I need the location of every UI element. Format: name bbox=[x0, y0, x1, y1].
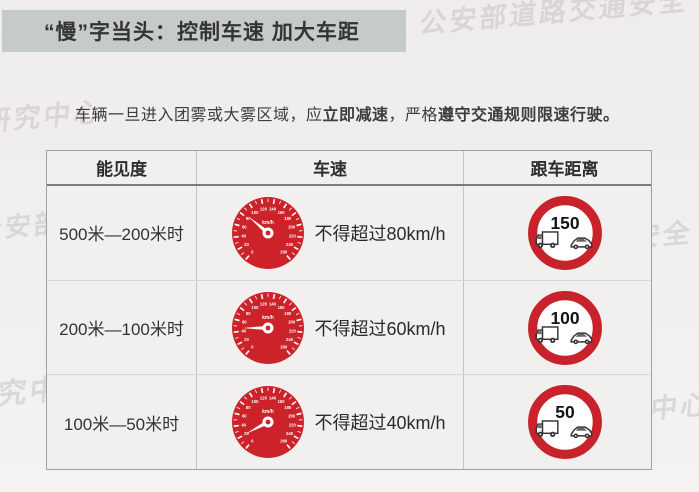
table-row: 200米—100米时 0 20 40 60 80 100 120 140 160 180 200 22… bbox=[47, 279, 651, 375]
svg-text:100: 100 bbox=[252, 304, 260, 309]
svg-text:160: 160 bbox=[278, 304, 286, 309]
svg-text:80: 80 bbox=[246, 311, 251, 316]
svg-text:200: 200 bbox=[289, 413, 297, 418]
svg-text:220: 220 bbox=[289, 233, 297, 238]
intro-segment: ，严格 bbox=[388, 107, 439, 124]
svg-text:120: 120 bbox=[260, 206, 268, 211]
svg-text:60: 60 bbox=[242, 413, 247, 418]
speedometer-unit: km/h bbox=[263, 315, 275, 321]
fog-speed-table: 能见度 车速 跟车距离 500米—200米时 0 20 40 60 80 100 120 14… bbox=[46, 150, 652, 470]
follow-distance-sign: 50 bbox=[527, 385, 602, 460]
svg-text:120: 120 bbox=[260, 396, 268, 401]
svg-text:200: 200 bbox=[289, 224, 297, 229]
svg-text:40: 40 bbox=[242, 233, 247, 238]
follow-distance-sign: 150 bbox=[527, 195, 602, 270]
svg-text:100: 100 bbox=[252, 210, 260, 215]
svg-text:240: 240 bbox=[287, 242, 295, 247]
intro-segment: 车辆一旦进入团雾或大雾区域，应 bbox=[75, 107, 323, 124]
svg-text:80: 80 bbox=[246, 405, 251, 410]
car-icon bbox=[569, 426, 592, 439]
svg-text:220: 220 bbox=[289, 328, 297, 333]
svg-text:180: 180 bbox=[285, 216, 293, 221]
title-bar: “慢”字当头：控制车速 加大车距 bbox=[2, 10, 406, 52]
svg-text:240: 240 bbox=[287, 431, 295, 436]
svg-text:20: 20 bbox=[245, 431, 250, 436]
svg-text:260: 260 bbox=[281, 438, 289, 443]
intro-segment: 遵守交通规则限速行驶。 bbox=[438, 107, 620, 124]
svg-text:160: 160 bbox=[278, 399, 286, 404]
svg-text:60: 60 bbox=[242, 224, 247, 229]
table-body: 500米—200米时 0 20 40 60 80 100 120 140 160 180 200 22… bbox=[47, 186, 651, 470]
svg-text:0: 0 bbox=[252, 438, 255, 443]
svg-text:60: 60 bbox=[242, 319, 247, 324]
visibility-range: 100米—50米时 bbox=[63, 414, 180, 434]
svg-text:240: 240 bbox=[287, 337, 295, 342]
svg-text:140: 140 bbox=[270, 301, 278, 306]
speed-limit-text: 不得超过60km/h bbox=[314, 318, 446, 339]
speedometer-unit: km/h bbox=[263, 220, 275, 226]
svg-text:0: 0 bbox=[252, 344, 255, 349]
svg-text:260: 260 bbox=[281, 344, 289, 349]
header-speed: 车速 bbox=[196, 151, 464, 184]
follow-distance-sign: 100 bbox=[527, 290, 602, 365]
table-header-row: 能见度 车速 跟车距离 bbox=[47, 151, 651, 186]
truck-icon bbox=[535, 420, 559, 438]
visibility-range: 200米—100米时 bbox=[59, 320, 184, 339]
speedometer-unit: km/h bbox=[263, 409, 275, 415]
distance-value: 50 bbox=[555, 402, 574, 422]
table-row: 500米—200米时 0 20 40 60 80 100 120 140 160 180 200 22… bbox=[47, 186, 651, 280]
header-follow-distance: 跟车距离 bbox=[530, 160, 599, 179]
car-icon bbox=[569, 331, 592, 344]
truck-icon bbox=[535, 325, 559, 343]
svg-text:140: 140 bbox=[270, 396, 278, 401]
svg-text:80: 80 bbox=[246, 216, 251, 221]
speed-limit-text: 不得超过40km/h bbox=[314, 413, 446, 434]
visibility-range: 500米—200米时 bbox=[59, 225, 184, 245]
svg-text:260: 260 bbox=[281, 249, 289, 254]
svg-text:220: 220 bbox=[289, 423, 297, 428]
svg-text:40: 40 bbox=[242, 423, 247, 428]
page-title: “慢”字当头：控制车速 加大车距 bbox=[44, 21, 360, 44]
truck-icon bbox=[535, 231, 559, 248]
distance-value: 100 bbox=[550, 307, 579, 327]
svg-text:120: 120 bbox=[260, 301, 268, 306]
svg-text:20: 20 bbox=[245, 242, 250, 247]
watermark-text: 公安部道路交通安全 bbox=[418, 0, 691, 40]
intro-text: 车辆一旦进入团雾或大雾区域，应立即减速，严格遵守交通规则限速行驶。 bbox=[75, 101, 620, 125]
distance-value: 150 bbox=[550, 213, 579, 233]
svg-text:140: 140 bbox=[270, 206, 278, 211]
header-visibility: 能见度 bbox=[96, 160, 147, 179]
svg-text:200: 200 bbox=[289, 319, 297, 324]
svg-text:160: 160 bbox=[278, 210, 286, 215]
table-row: 100米—50米时 0 20 40 60 80 100 120 140 160 180 200 220… bbox=[47, 374, 651, 470]
car-icon bbox=[569, 237, 592, 250]
svg-text:180: 180 bbox=[285, 311, 293, 316]
svg-text:0: 0 bbox=[252, 249, 255, 254]
svg-text:100: 100 bbox=[252, 399, 260, 404]
svg-text:180: 180 bbox=[285, 405, 293, 410]
svg-text:20: 20 bbox=[245, 337, 250, 342]
intro-segment: 立即减速 bbox=[322, 107, 389, 124]
speed-limit-text: 不得超过80km/h bbox=[314, 223, 446, 244]
svg-text:40: 40 bbox=[242, 328, 247, 333]
